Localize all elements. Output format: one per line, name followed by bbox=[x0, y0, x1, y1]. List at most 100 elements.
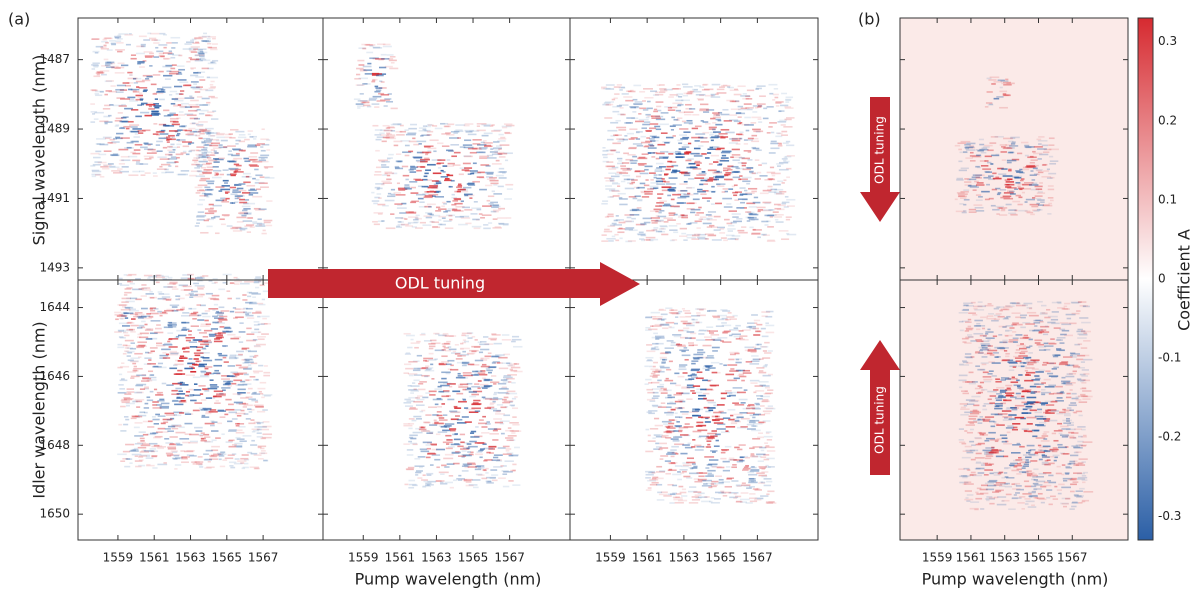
heatmap-cell bbox=[410, 201, 417, 204]
heatmap-cell bbox=[964, 178, 970, 180]
heatmap-cell bbox=[697, 436, 702, 439]
heatmap-cell bbox=[252, 177, 256, 180]
heatmap-cell bbox=[150, 83, 157, 86]
heatmap-cell bbox=[101, 65, 109, 67]
heatmap-cell bbox=[241, 347, 250, 350]
heatmap-cell bbox=[111, 154, 120, 157]
heatmap-cell bbox=[412, 382, 416, 384]
heatmap-cell bbox=[251, 393, 261, 395]
heatmap-cell bbox=[748, 170, 754, 173]
heatmap-cell bbox=[741, 379, 745, 382]
heatmap-cell bbox=[480, 357, 484, 360]
heatmap-cell bbox=[149, 65, 153, 67]
heatmap-cell bbox=[467, 462, 476, 464]
heatmap-cell bbox=[208, 297, 217, 300]
heatmap-cell bbox=[258, 364, 264, 367]
heatmap-cell bbox=[486, 176, 493, 178]
heatmap-cell bbox=[253, 345, 261, 347]
heatmap-cell bbox=[639, 107, 647, 110]
heatmap-cell bbox=[140, 295, 147, 297]
heatmap-cell bbox=[963, 151, 968, 153]
heatmap-cell bbox=[141, 320, 146, 323]
heatmap-cell bbox=[198, 464, 203, 466]
heatmap-cell bbox=[234, 442, 243, 445]
heatmap-cell bbox=[217, 452, 225, 455]
heatmap-cell bbox=[1011, 158, 1020, 161]
heatmap-cell bbox=[188, 142, 195, 144]
heatmap-cell bbox=[626, 117, 635, 119]
heatmap-cell bbox=[781, 201, 790, 204]
heatmap-cell bbox=[123, 330, 127, 333]
heatmap-cell bbox=[480, 386, 490, 389]
heatmap-cell bbox=[425, 482, 432, 485]
heatmap-cell bbox=[685, 103, 692, 106]
heatmap-cell bbox=[965, 149, 976, 151]
heatmap-cell bbox=[736, 112, 742, 114]
heatmap-cell bbox=[721, 317, 728, 320]
heatmap-cell bbox=[681, 392, 690, 395]
heatmap-cell bbox=[405, 367, 414, 370]
heatmap-cell bbox=[1004, 179, 1010, 181]
heatmap-cell bbox=[457, 375, 463, 377]
heatmap-cell bbox=[476, 176, 484, 178]
heatmap-cell bbox=[408, 127, 417, 130]
heatmap-cell bbox=[770, 147, 780, 150]
heatmap-cell bbox=[222, 345, 228, 347]
heatmap-cell bbox=[681, 216, 689, 219]
heatmap-cell bbox=[502, 453, 512, 456]
heatmap-cell bbox=[422, 193, 429, 195]
heatmap-cell bbox=[514, 396, 518, 398]
heatmap-cell bbox=[500, 432, 505, 435]
heatmap-cell bbox=[251, 439, 255, 442]
heatmap-cell bbox=[437, 159, 446, 161]
heatmap-cell bbox=[656, 465, 663, 468]
heatmap-cell bbox=[409, 168, 417, 170]
heatmap-cell bbox=[465, 481, 472, 483]
heatmap-cell bbox=[424, 205, 431, 208]
heatmap-cell bbox=[728, 492, 739, 494]
heatmap-cell bbox=[124, 458, 130, 460]
heatmap-cell bbox=[200, 275, 205, 278]
heatmap-cell bbox=[1021, 168, 1029, 171]
heatmap-cell bbox=[153, 365, 159, 368]
heatmap-cell bbox=[758, 474, 767, 477]
heatmap-cell bbox=[615, 119, 621, 122]
heatmap-cell bbox=[373, 223, 380, 226]
heatmap-cell bbox=[966, 142, 976, 145]
heatmap-cell bbox=[238, 367, 248, 369]
heatmap-cell bbox=[706, 357, 715, 359]
heatmap-cell bbox=[991, 154, 1000, 157]
heatmap-cell bbox=[260, 452, 266, 455]
heatmap-cell bbox=[736, 500, 742, 503]
heatmap-cell bbox=[127, 359, 134, 362]
heatmap-cell bbox=[176, 444, 183, 446]
heatmap-cell bbox=[475, 465, 481, 468]
heatmap-cell bbox=[428, 343, 436, 345]
heatmap-cell bbox=[239, 213, 246, 215]
heatmap-cell bbox=[655, 220, 662, 223]
heatmap-cell bbox=[780, 104, 789, 107]
heatmap-cell bbox=[1005, 78, 1009, 81]
heatmap-cell bbox=[767, 178, 774, 180]
heatmap-cell bbox=[206, 162, 212, 165]
heatmap-cell bbox=[417, 185, 423, 188]
heatmap-cell bbox=[706, 464, 713, 466]
heatmap-cell bbox=[116, 132, 124, 135]
heatmap-cell bbox=[610, 135, 615, 137]
heatmap-cell bbox=[464, 194, 469, 197]
heatmap-cell bbox=[493, 342, 502, 345]
heatmap-cell bbox=[504, 198, 512, 200]
heatmap-cell bbox=[672, 102, 682, 105]
heatmap-cell bbox=[126, 388, 135, 390]
heatmap-cell bbox=[137, 333, 143, 336]
heatmap-cell bbox=[375, 138, 382, 141]
heatmap-cell bbox=[225, 398, 232, 401]
heatmap-cell bbox=[407, 466, 415, 469]
heatmap-cell bbox=[610, 149, 616, 152]
heatmap-cell bbox=[605, 104, 612, 106]
heatmap-cell bbox=[687, 222, 692, 225]
heatmap-cell bbox=[423, 480, 428, 483]
heatmap-cell bbox=[665, 436, 672, 439]
heatmap-cell bbox=[684, 337, 692, 339]
heatmap-cell bbox=[467, 463, 476, 466]
